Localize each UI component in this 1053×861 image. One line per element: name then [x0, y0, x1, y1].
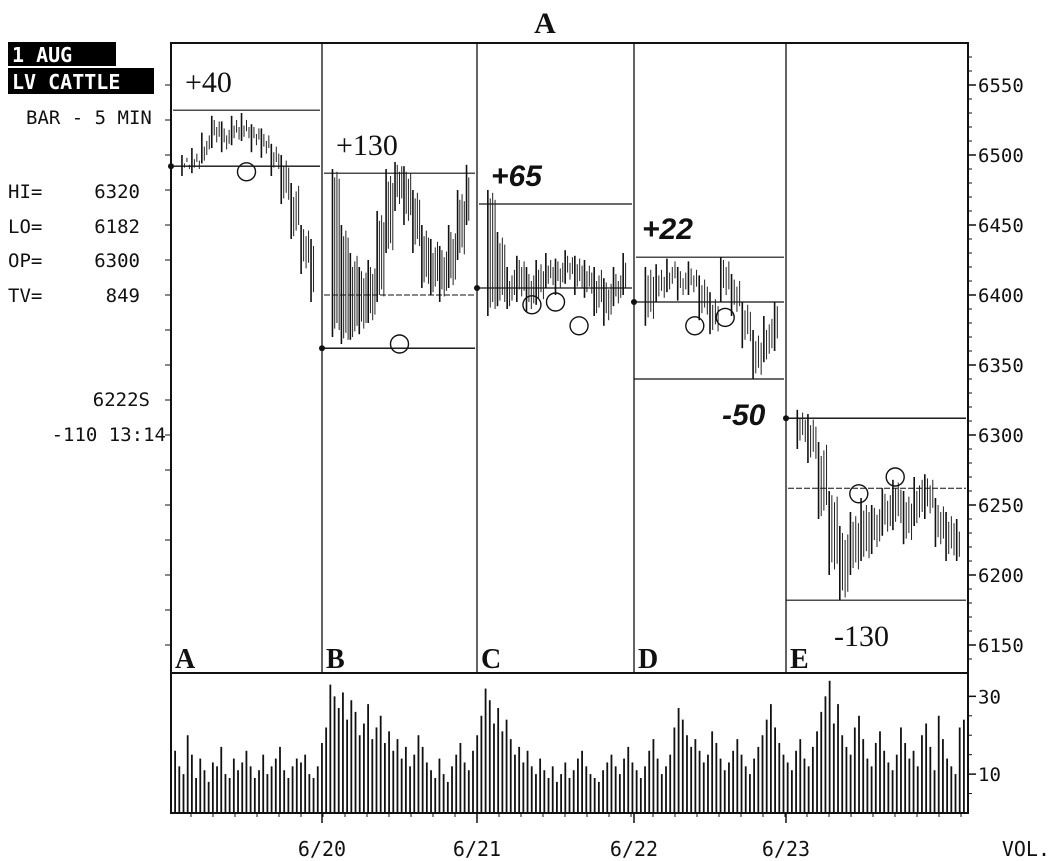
session-dividers	[321, 43, 787, 673]
price-tick-label: 6350	[978, 355, 1024, 377]
chart-title: A	[534, 7, 556, 40]
circle-markers	[236, 162, 905, 504]
x-tick-label: 6/21	[453, 837, 501, 861]
price-tick-label: 6200	[978, 565, 1024, 587]
price-tick-label: 6300	[978, 425, 1024, 447]
circle-marker	[885, 467, 905, 487]
volume-tick-label: 10	[978, 764, 1001, 786]
circle-marker	[849, 484, 869, 504]
circle-marker	[569, 316, 589, 336]
volume-bars	[174, 680, 965, 813]
annotations: A +40 B +130 C +65 D +22 -50 E -130	[175, 66, 889, 675]
header-line1-bg	[8, 42, 116, 66]
session-annotation: +40	[185, 66, 232, 99]
session-open-dot	[631, 299, 637, 305]
stat-value-op: 6300	[94, 250, 140, 272]
circle-marker	[545, 292, 566, 312]
x-tick-label: 6/22	[610, 837, 658, 861]
price-tick-label: 6150	[978, 635, 1024, 657]
session-annotation: +65	[491, 160, 543, 193]
session-letter: D	[638, 644, 658, 675]
circle-marker	[236, 162, 257, 182]
chart-frame	[170, 42, 969, 814]
session-annotation: +22	[642, 213, 693, 246]
session-letter: B	[326, 644, 345, 675]
session-levels	[168, 109, 966, 601]
last-price: 6222S	[93, 389, 150, 411]
price-tick-label: 6550	[978, 75, 1024, 97]
header-line2-bg	[8, 68, 154, 94]
session-annotation-2: -50	[722, 399, 766, 432]
price-tick-label: 6250	[978, 495, 1024, 517]
session-letter: C	[481, 644, 501, 675]
stat-value-tv: 849	[106, 285, 140, 307]
volume-axis: 10 30	[968, 686, 1001, 795]
volume-axis-label: VOL.	[1002, 837, 1050, 861]
price-tick-label: 6500	[978, 145, 1024, 167]
x-tick-label: 6/20	[298, 837, 346, 861]
session-open-dot	[168, 163, 174, 170]
price-bars	[181, 113, 960, 601]
session-open-dot	[319, 345, 325, 352]
session-open-dot	[783, 415, 789, 422]
header-line3: BAR - 5 MIN	[26, 107, 152, 129]
price-tick-label: 6450	[978, 215, 1024, 237]
session-annotation: -130	[834, 620, 889, 653]
volume-tick-label: 30	[978, 686, 1001, 708]
price-panel-border	[170, 42, 969, 674]
stat-value-hi: 6320	[94, 181, 140, 203]
stat-label-op: OP=	[8, 250, 42, 272]
circle-marker	[389, 334, 410, 354]
stat-label-tv: TV=	[8, 285, 42, 307]
session-letter: A	[175, 644, 196, 675]
header-line2: LV CATTLE	[12, 70, 120, 94]
circle-marker	[715, 307, 735, 328]
price-axis: 6150 6200 6250 6300 6350 6400 6450 6500 6550	[165, 56, 1024, 660]
session-annotation: +130	[336, 129, 398, 162]
header-line1: 1 AUG	[12, 43, 72, 67]
last-change-time: -110 13:14	[52, 424, 166, 446]
session-open-dot	[474, 285, 480, 291]
price-tick-label: 6400	[978, 285, 1024, 307]
left-info-panel: 1 AUG LV CATTLE BAR - 5 MIN HI= 6320 LO=…	[8, 42, 166, 446]
stat-label-lo: LO=	[8, 216, 42, 238]
stat-label-hi: HI=	[8, 181, 42, 203]
circle-marker	[522, 295, 542, 315]
stat-value-lo: 6182	[94, 216, 140, 238]
session-letter: E	[790, 644, 809, 675]
x-axis: 6/20 6/21 6/22 6/23	[190, 813, 962, 861]
x-tick-label: 6/23	[762, 837, 810, 861]
circle-marker	[685, 316, 705, 336]
